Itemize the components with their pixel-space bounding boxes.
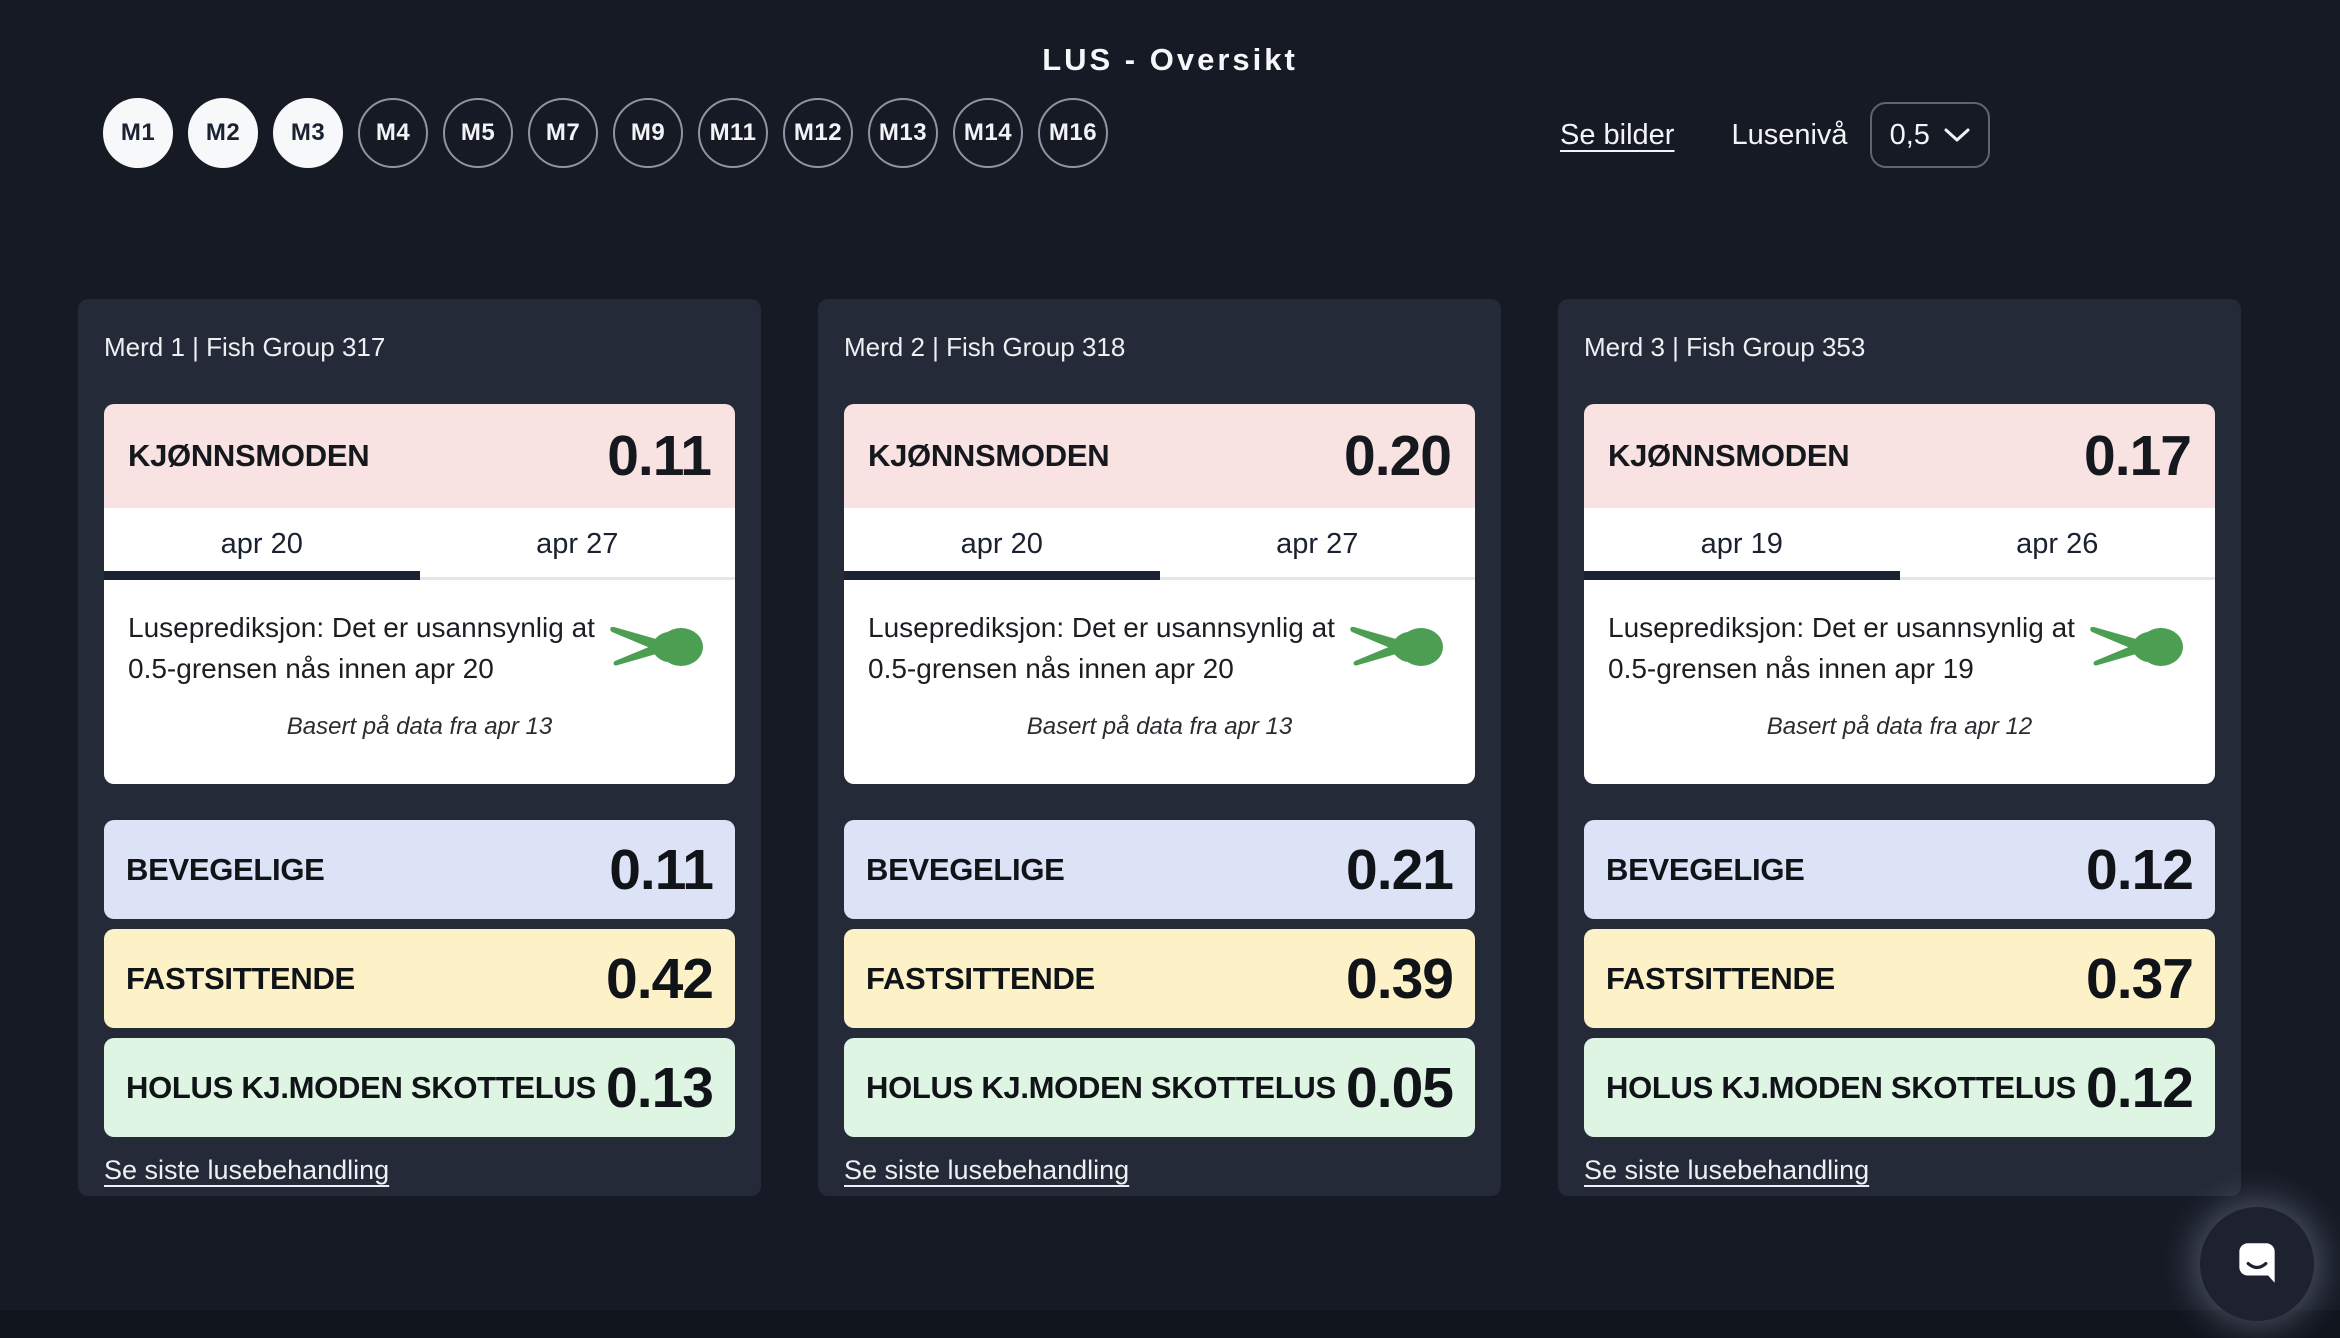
- bevegelige-value: 0.11: [609, 837, 714, 902]
- tab-date-next[interactable]: apr 27: [1159, 508, 1476, 580]
- holus-skottelus-row: HOLUS KJ.MODEN SKOTTELUS 0.05: [844, 1038, 1475, 1137]
- kjonnsmoden-row: KJØNNSMODEN 0.20: [844, 404, 1475, 508]
- bevegelige-label: BEVEGELIGE: [866, 851, 1065, 887]
- prediction-panel: Luseprediksjon: Det er usannsynlig at 0.…: [1584, 580, 2215, 784]
- fastsittende-label: FASTSITTENDE: [866, 960, 1095, 996]
- kjonnsmoden-row: KJØNNSMODEN 0.17: [1584, 404, 2215, 508]
- merd-card-1: Merd 1 | Fish Group 317 KJØNNSMODEN 0.11…: [78, 299, 761, 1196]
- bevegelige-row: BEVEGELIGE 0.11: [104, 820, 735, 919]
- based-on-note: Basert på data fra apr 13: [286, 713, 553, 741]
- fastsittende-label: FASTSITTENDE: [1606, 960, 1835, 996]
- pill-m4[interactable]: M4: [358, 98, 428, 168]
- pill-m1[interactable]: M1: [103, 98, 173, 168]
- holus-skottelus-row: HOLUS KJ.MODEN SKOTTELUS 0.12: [1584, 1038, 2215, 1137]
- pill-m9[interactable]: M9: [613, 98, 683, 168]
- lusenivaa-value: 0,5: [1889, 118, 1930, 151]
- tab-date-current[interactable]: apr 20: [104, 508, 420, 580]
- based-on-note: Basert på data fra apr 12: [1766, 713, 2033, 741]
- prediction-text: Luseprediksjon: Det er usannsynlig at 0.…: [1608, 612, 2075, 684]
- pill-m3[interactable]: M3: [273, 98, 343, 168]
- prediction-text: Luseprediksjon: Det er usannsynlig at 0.…: [868, 612, 1335, 684]
- based-on-note: Basert på data fra apr 13: [1026, 713, 1293, 741]
- date-tabs: apr 20 apr 27: [104, 508, 735, 580]
- bevegelige-value: 0.12: [2086, 837, 2194, 902]
- pill-m11[interactable]: M11: [698, 98, 768, 168]
- se-bilder-link[interactable]: Se bilder: [1560, 118, 1675, 151]
- prediction-panel: Luseprediksjon: Det er usannsynlig at 0.…: [844, 580, 1475, 784]
- bevegelige-row: BEVEGELIGE 0.21: [844, 820, 1475, 919]
- tab-label: apr 19: [1700, 527, 1783, 560]
- kjonnsmoden-value: 0.20: [1344, 424, 1452, 488]
- pill-m14[interactable]: M14: [953, 98, 1023, 168]
- pill-m13[interactable]: M13: [868, 98, 938, 168]
- tab-label: apr 20: [960, 527, 1043, 560]
- fastsittende-row: FASTSITTENDE 0.37: [1584, 929, 2215, 1028]
- fastsittende-label: FASTSITTENDE: [126, 960, 355, 996]
- date-tabs: apr 19 apr 26: [1584, 508, 2215, 580]
- merd-pill-row: M1 M2 M3 M4 M5 M7 M9 M11 M12 M13 M14 M16: [103, 98, 1108, 168]
- card-grid: Merd 1 | Fish Group 317 KJØNNSMODEN 0.11…: [78, 299, 2241, 1196]
- chevron-down-icon: [1944, 127, 1970, 143]
- pill-m2[interactable]: M2: [188, 98, 258, 168]
- merd-card-3: Merd 3 | Fish Group 353 KJØNNSMODEN 0.17…: [1558, 299, 2241, 1196]
- tab-date-next[interactable]: apr 26: [1899, 508, 2216, 580]
- pill-m7[interactable]: M7: [528, 98, 598, 168]
- tab-label: apr 27: [536, 527, 619, 560]
- tab-date-current[interactable]: apr 19: [1584, 508, 1900, 580]
- page-title: LUS - Oversikt: [1042, 42, 1298, 77]
- bevegelige-label: BEVEGELIGE: [126, 851, 325, 887]
- kjonnsmoden-value: 0.11: [607, 424, 712, 488]
- holus-skottelus-value: 0.12: [2086, 1055, 2194, 1120]
- kjonnsmoden-label: KJØNNSMODEN: [128, 438, 370, 473]
- metric-rows: BEVEGELIGE 0.21 FASTSITTENDE 0.39 HOLUS …: [844, 820, 1475, 1137]
- fastsittende-value: 0.37: [2086, 946, 2194, 1011]
- pill-m12[interactable]: M12: [783, 98, 853, 168]
- lice-icon: [2087, 615, 2187, 682]
- bevegelige-value: 0.21: [1346, 837, 1454, 902]
- holus-skottelus-value: 0.05: [1346, 1055, 1454, 1120]
- pill-m5[interactable]: M5: [443, 98, 513, 168]
- fastsittende-value: 0.42: [606, 946, 714, 1011]
- chat-launcher-button[interactable]: [2200, 1207, 2314, 1321]
- tab-date-next[interactable]: apr 27: [419, 508, 736, 580]
- bevegelige-row: BEVEGELIGE 0.12: [1584, 820, 2215, 919]
- card-title: Merd 1 | Fish Group 317: [104, 332, 386, 362]
- last-treatment-link[interactable]: Se siste lusebehandling: [104, 1155, 390, 1185]
- last-treatment-link[interactable]: Se siste lusebehandling: [844, 1155, 1130, 1185]
- card-title: Merd 2 | Fish Group 318: [844, 332, 1126, 362]
- tab-label: apr 26: [2016, 527, 2099, 560]
- lusenivaa-select[interactable]: 0,5: [1869, 102, 1990, 168]
- lice-icon: [607, 615, 707, 682]
- tab-label: apr 27: [1276, 527, 1359, 560]
- kjonnsmoden-label: KJØNNSMODEN: [868, 438, 1110, 473]
- card-title: Merd 3 | Fish Group 353: [1584, 332, 1866, 362]
- pill-m16[interactable]: M16: [1038, 98, 1108, 168]
- holus-skottelus-row: HOLUS KJ.MODEN SKOTTELUS 0.13: [104, 1038, 735, 1137]
- fastsittende-row: FASTSITTENDE 0.42: [104, 929, 735, 1028]
- date-tabs: apr 20 apr 27: [844, 508, 1475, 580]
- metric-rows: BEVEGELIGE 0.12 FASTSITTENDE 0.37 HOLUS …: [1584, 820, 2215, 1137]
- holus-skottelus-label: HOLUS KJ.MODEN SKOTTELUS: [866, 1069, 1336, 1105]
- last-treatment-link[interactable]: Se siste lusebehandling: [1584, 1155, 1870, 1185]
- lusenivaa-label: Lusenivå: [1731, 118, 1848, 151]
- fastsittende-row: FASTSITTENDE 0.39: [844, 929, 1475, 1028]
- chat-bubble-icon: [2230, 1235, 2284, 1294]
- lice-icon: [1347, 615, 1447, 682]
- prediction-panel: Luseprediksjon: Det er usannsynlig at 0.…: [104, 580, 735, 784]
- prediction-text: Luseprediksjon: Det er usannsynlig at 0.…: [128, 612, 595, 684]
- kjonnsmoden-row: KJØNNSMODEN 0.11: [104, 404, 735, 508]
- top-controls: Se bilder Lusenivå 0,5: [1560, 102, 1990, 168]
- holus-skottelus-value: 0.13: [606, 1055, 714, 1120]
- holus-skottelus-label: HOLUS KJ.MODEN SKOTTELUS: [1606, 1069, 2076, 1105]
- holus-skottelus-label: HOLUS KJ.MODEN SKOTTELUS: [126, 1069, 596, 1105]
- tab-label: apr 20: [220, 527, 303, 560]
- bottom-strip: [0, 1310, 2340, 1338]
- fastsittende-value: 0.39: [1346, 946, 1454, 1011]
- tab-date-current[interactable]: apr 20: [844, 508, 1160, 580]
- kjonnsmoden-label: KJØNNSMODEN: [1608, 438, 1850, 473]
- bevegelige-label: BEVEGELIGE: [1606, 851, 1805, 887]
- merd-card-2: Merd 2 | Fish Group 318 KJØNNSMODEN 0.20…: [818, 299, 1501, 1196]
- kjonnsmoden-value: 0.17: [2084, 424, 2192, 488]
- metric-rows: BEVEGELIGE 0.11 FASTSITTENDE 0.42 HOLUS …: [104, 820, 735, 1137]
